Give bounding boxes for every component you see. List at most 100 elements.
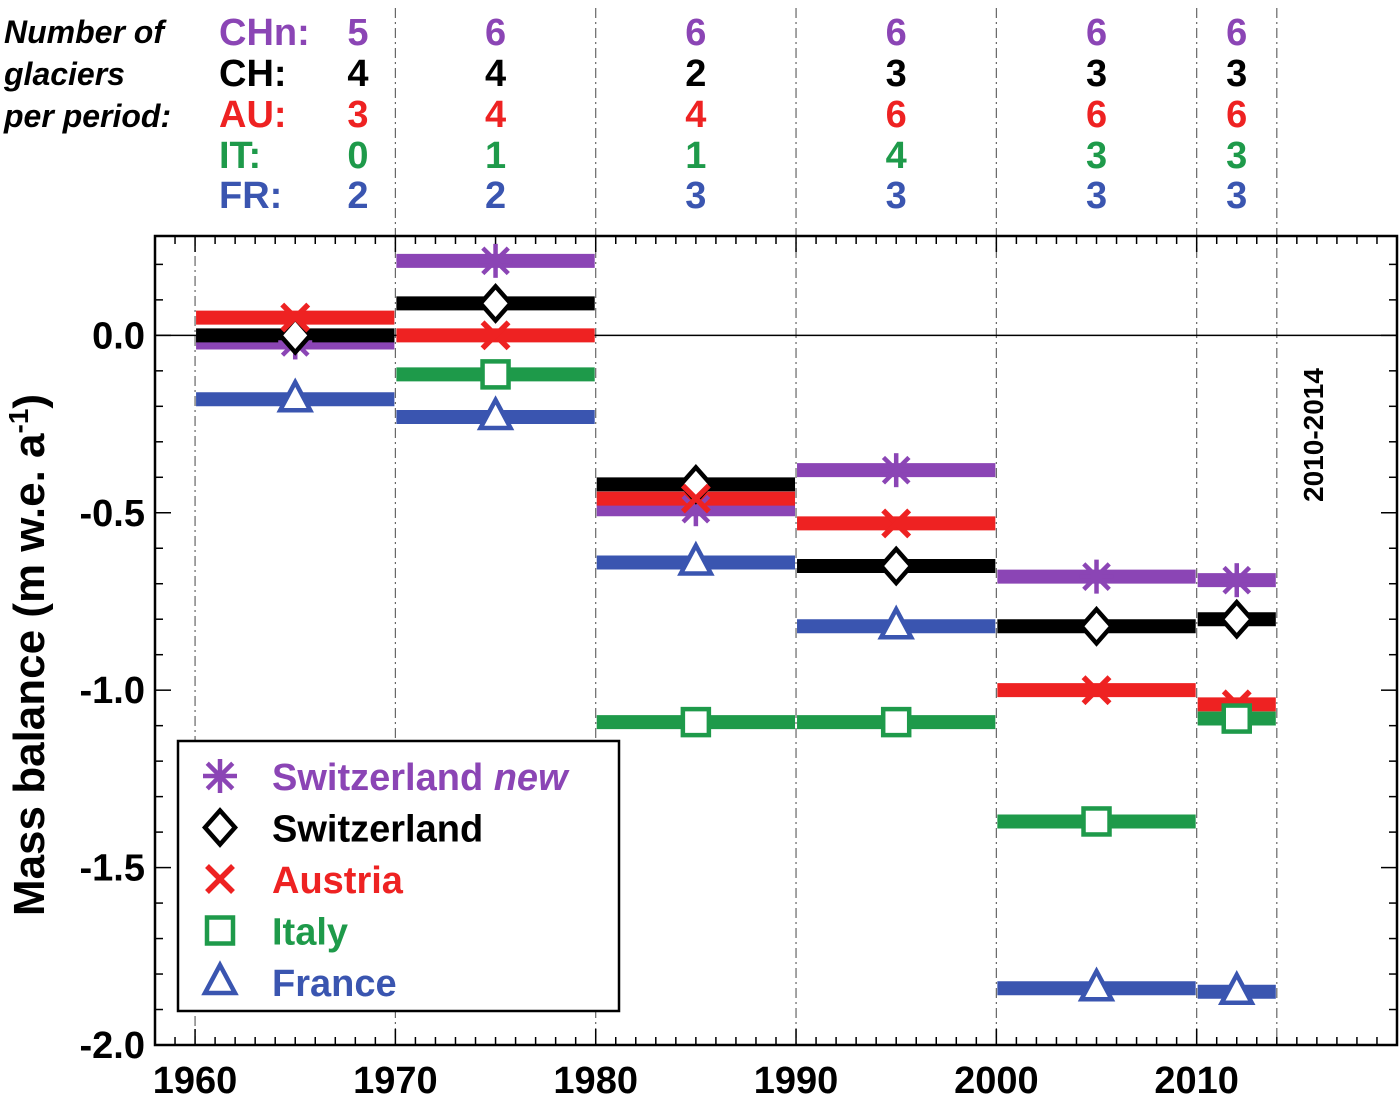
x-stroke xyxy=(205,864,235,894)
series-group xyxy=(196,243,1276,1006)
legend-entry: Austria xyxy=(205,860,404,902)
diamond-shape xyxy=(477,283,514,324)
y-tick-label: 0.0 xyxy=(92,315,145,357)
header-count: 3 xyxy=(886,53,907,95)
asterisk-marker xyxy=(478,243,513,278)
header-count: 3 xyxy=(1086,135,1107,177)
x-stroke xyxy=(480,320,511,351)
triangle-marker xyxy=(1077,966,1116,1002)
header-count: 6 xyxy=(1226,12,1247,54)
asterisk-marker xyxy=(203,759,237,793)
series-asterisk xyxy=(196,253,1276,588)
series-markers-diamond xyxy=(277,283,1255,647)
series-markers-square xyxy=(480,359,1252,837)
header-label-line: glaciers xyxy=(3,56,125,92)
square-shape xyxy=(680,706,712,738)
diamond-shape xyxy=(878,545,915,587)
x-marker xyxy=(205,864,235,894)
header-region-code: AU: xyxy=(219,94,287,136)
header-label-line: Number of xyxy=(4,14,167,50)
diamond-shape xyxy=(1218,598,1255,640)
legend-entry: Switzerland xyxy=(201,807,483,851)
square-shape xyxy=(1081,806,1112,837)
square-marker xyxy=(680,706,712,738)
square-marker xyxy=(880,706,912,738)
header-count: 4 xyxy=(485,53,506,95)
triangle-shape xyxy=(276,377,314,413)
header-region-code: CH: xyxy=(219,53,287,95)
y-tick-label: -0.5 xyxy=(80,493,145,535)
asterisk-stroke xyxy=(481,246,510,276)
y-axis-label-close: ) xyxy=(5,394,54,409)
triangle-shape xyxy=(677,540,715,576)
header-count: 3 xyxy=(1086,175,1107,217)
header-count: 6 xyxy=(1086,12,1107,54)
diamond-shape xyxy=(201,807,239,848)
header-region-code: CHn: xyxy=(219,12,310,54)
header-count: 4 xyxy=(685,94,706,136)
x-tick-label: 1980 xyxy=(553,1060,638,1095)
x-tick-label: 1960 xyxy=(153,1060,238,1095)
legend-label: Italy xyxy=(272,912,348,954)
x-tick-label: 2010 xyxy=(1154,1060,1239,1095)
square-marker xyxy=(480,359,511,390)
header-region-code: IT: xyxy=(219,135,261,177)
triangle-marker xyxy=(201,960,239,996)
header-count: 2 xyxy=(347,175,368,217)
x-stroke xyxy=(680,483,711,514)
x-marker xyxy=(280,302,311,333)
square-marker xyxy=(204,915,236,946)
asterisk-stroke xyxy=(681,494,711,524)
header-count: 3 xyxy=(685,175,706,217)
triangle-shape xyxy=(201,960,239,996)
diamond-marker xyxy=(1078,605,1115,647)
header-count: 3 xyxy=(1226,135,1247,177)
y-axis-label: Mass balance (m w.e. a-1) xyxy=(3,394,54,916)
y-axis-label-main: Mass balance (m w.e. a xyxy=(5,433,54,916)
x-marker xyxy=(1081,675,1112,706)
triangle-shape xyxy=(1077,966,1116,1002)
diamond-marker xyxy=(1218,598,1255,640)
triangle-marker xyxy=(476,395,515,431)
asterisk-stroke xyxy=(205,761,235,791)
y-tick-label: -1.5 xyxy=(80,848,145,890)
header-count: 6 xyxy=(1086,94,1107,136)
legend-entry: Italy xyxy=(204,912,348,954)
glacier-count-header: Number of glaciers per period: CHn: 5 6 6 6 6 6 CH… xyxy=(3,12,1247,217)
legend-label-name: Italy xyxy=(272,912,348,954)
header-count: 2 xyxy=(685,53,706,95)
header-count: 3 xyxy=(1226,53,1247,95)
header-count: 4 xyxy=(886,135,907,177)
triangle-shape xyxy=(1217,970,1256,1006)
triangle-shape xyxy=(476,395,515,431)
header-count: 1 xyxy=(485,135,506,177)
header-count: 6 xyxy=(485,12,506,54)
legend-label-name: Austria xyxy=(272,860,404,902)
asterisk-marker xyxy=(1219,563,1254,598)
header-count: 4 xyxy=(485,94,506,136)
asterisk-stroke xyxy=(1082,562,1111,591)
header-label-line: per period: xyxy=(3,98,171,134)
legend-label-name: Switzerland xyxy=(272,809,483,851)
x-marker xyxy=(480,320,511,351)
header-count: 3 xyxy=(886,175,907,217)
legend-label: France xyxy=(272,963,397,1005)
square-shape xyxy=(880,706,912,738)
header-count: 3 xyxy=(347,94,368,136)
y-axis-label-exponent: -1 xyxy=(3,409,34,434)
header-count: 1 xyxy=(685,135,706,177)
x-tick-label: 1990 xyxy=(754,1060,839,1095)
header-count: 4 xyxy=(347,53,368,95)
header-count: 6 xyxy=(1226,94,1247,136)
legend-label-name: France xyxy=(272,963,397,1005)
asterisk-stroke xyxy=(1222,565,1252,595)
header-count: 5 xyxy=(347,12,368,54)
x-tick-label: 1970 xyxy=(353,1060,438,1095)
header-count: 6 xyxy=(886,12,907,54)
square-shape xyxy=(480,359,511,390)
header-count: 0 xyxy=(347,135,368,177)
x-tick-label: 2000 xyxy=(954,1060,1039,1095)
axes: 1960 1970 1980 1990 2000 2010 0.0 -0.5 -1.0 -1.5 -… xyxy=(3,234,1399,1095)
triangle-marker xyxy=(677,540,715,576)
